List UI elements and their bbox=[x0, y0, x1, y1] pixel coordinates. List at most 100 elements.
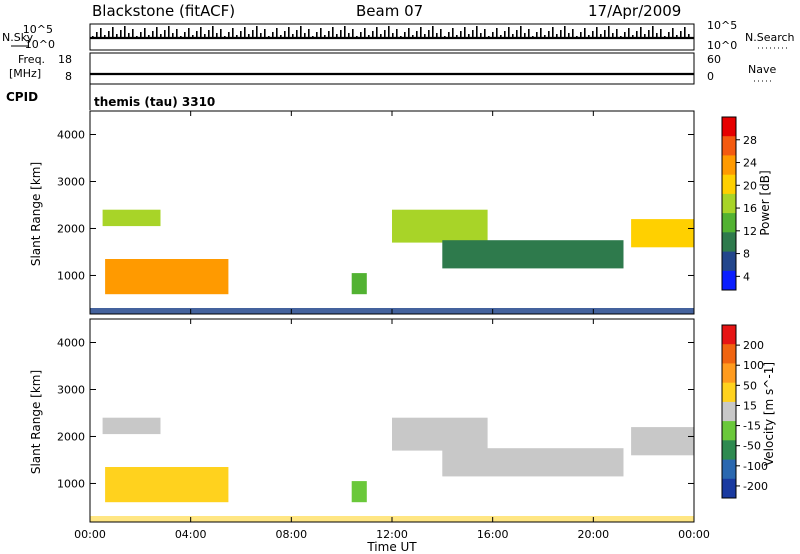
freq-panel: Freq. [MHz] 18 8 60 0 Nave bbox=[9, 52, 776, 85]
nsky-bar bbox=[172, 33, 174, 38]
x-axis-label: Time UT bbox=[366, 540, 417, 554]
nsky-bar bbox=[668, 32, 670, 38]
velocity-colorbar-segment bbox=[722, 459, 736, 480]
nsky-bar bbox=[624, 32, 626, 38]
nsky-bar bbox=[516, 30, 518, 38]
nsky-bar bbox=[336, 34, 338, 38]
nsky-bar bbox=[176, 29, 178, 38]
nsky-bar bbox=[352, 29, 354, 38]
nsky-bar bbox=[152, 31, 154, 38]
nsky-bar bbox=[636, 31, 638, 38]
power-colorbar-segment bbox=[722, 270, 736, 291]
nsky-bar bbox=[108, 31, 110, 38]
nsky-bar bbox=[340, 30, 342, 38]
nsky-bar bbox=[396, 29, 398, 38]
beam-title: Beam 07 bbox=[356, 2, 423, 20]
velocity-colorbar-segment bbox=[722, 478, 736, 499]
nsky-bar bbox=[588, 35, 590, 38]
nsky-bar bbox=[484, 29, 486, 38]
nsky-bar bbox=[660, 29, 662, 38]
nave-label: Nave bbox=[748, 63, 776, 76]
date-title: 17/Apr/2009 bbox=[588, 2, 681, 20]
power-ytick-label: 2000 bbox=[57, 223, 85, 236]
nsky-bar bbox=[316, 32, 318, 38]
nsky-bar bbox=[124, 26, 126, 38]
nsky-bar bbox=[304, 33, 306, 38]
x-tick-label: 00:00 bbox=[74, 528, 106, 541]
nsky-bar bbox=[548, 31, 550, 38]
nsky-bar bbox=[372, 31, 374, 38]
velocity-colorbar-segment bbox=[722, 421, 736, 441]
nsky-label: N.Sky bbox=[2, 31, 34, 44]
nsky-bar bbox=[208, 30, 210, 38]
velocity-colorbar-segment bbox=[722, 440, 736, 460]
nsky-bar bbox=[100, 28, 102, 38]
power-colorbar-segment bbox=[722, 155, 736, 176]
power-echo-region bbox=[102, 209, 161, 227]
nsky-bar bbox=[348, 33, 350, 38]
x-tick-label: 12:00 bbox=[376, 528, 408, 541]
velocity-colorbar-tick-label: 100 bbox=[743, 359, 764, 372]
nsky-bar bbox=[540, 28, 542, 38]
nsky-bar bbox=[648, 30, 650, 38]
power-colorbar-tick-label: 24 bbox=[743, 157, 757, 170]
power-colorbar-segment bbox=[722, 117, 736, 137]
nsky-bar bbox=[460, 31, 462, 38]
power-panel: 1000 2000 3000 4000 Slant Range [km] 28 24 20… bbox=[29, 110, 772, 315]
power-echo-region bbox=[631, 219, 694, 248]
nsky-bar bbox=[236, 35, 238, 38]
nsky-bar bbox=[116, 34, 118, 38]
velocity-echo-region bbox=[442, 448, 624, 477]
nsky-bar bbox=[424, 34, 426, 38]
nsky-bar bbox=[216, 33, 218, 38]
nsky-bar bbox=[452, 28, 454, 38]
nsky-bar bbox=[596, 27, 598, 38]
cpid-label: CPID bbox=[6, 90, 38, 104]
nsky-bar bbox=[640, 27, 642, 38]
power-colorbar-tick-label: 4 bbox=[743, 270, 750, 283]
nsky-bar bbox=[384, 30, 386, 38]
nsky-bar bbox=[416, 31, 418, 38]
nsky-bar bbox=[564, 26, 566, 38]
nsky-bar bbox=[584, 28, 586, 38]
freq-tick-top: 18 bbox=[58, 53, 72, 66]
nave-tick-top: 60 bbox=[707, 53, 721, 66]
nsky-bar bbox=[656, 33, 658, 38]
nsky-bar bbox=[412, 35, 414, 38]
nsky-bar bbox=[244, 27, 246, 38]
nsky-bar bbox=[328, 31, 330, 38]
nsky-bar bbox=[284, 31, 286, 38]
velocity-y-axis: 1000 2000 3000 4000 bbox=[57, 337, 694, 491]
nsky-bar bbox=[436, 33, 438, 38]
nsky-bar bbox=[428, 30, 430, 38]
nsky-bar bbox=[500, 35, 502, 38]
nsky-bar bbox=[464, 27, 466, 38]
nsky-bar bbox=[344, 26, 346, 38]
nsky-bar bbox=[128, 33, 130, 38]
nsearch-tick-bottom: 10^0 bbox=[707, 39, 737, 52]
x-tick-label: 20:00 bbox=[577, 528, 609, 541]
nsky-bar bbox=[480, 33, 482, 38]
nsky-bar bbox=[404, 32, 406, 38]
nsky-bar bbox=[432, 26, 434, 38]
velocity-ytick-label: 3000 bbox=[57, 384, 85, 397]
velocity-ytick-label: 2000 bbox=[57, 431, 85, 444]
velocity-colorbar-tick-label: 50 bbox=[743, 379, 757, 392]
nsky-bar bbox=[684, 27, 686, 38]
velocity-echo-region bbox=[392, 417, 488, 451]
nsky-bar bbox=[688, 34, 690, 38]
power-echo-region bbox=[442, 240, 624, 269]
velocity-panel: 1000 2000 3000 4000 Slant Range [km] 200 100… bbox=[29, 318, 776, 523]
nsky-bar bbox=[376, 27, 378, 38]
x-tick-label: 16:00 bbox=[477, 528, 509, 541]
nsky-bar bbox=[260, 33, 262, 38]
nsky-bar bbox=[296, 30, 298, 38]
nsky-bar bbox=[324, 35, 326, 38]
nsky-bar bbox=[148, 35, 150, 38]
nsky-bar bbox=[568, 33, 570, 38]
nsky-bar bbox=[680, 31, 682, 38]
nsky-bar bbox=[168, 26, 170, 38]
nsky-tick-bottom: 10^0 bbox=[25, 38, 55, 51]
x-tick-label: 08:00 bbox=[275, 528, 307, 541]
